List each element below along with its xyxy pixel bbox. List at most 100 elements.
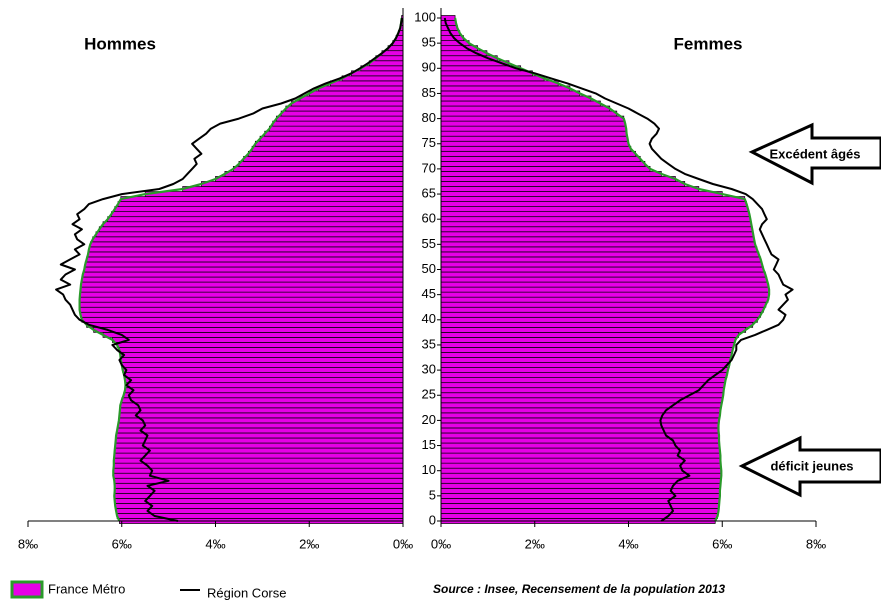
bar bbox=[368, 60, 404, 67]
bar bbox=[114, 487, 404, 494]
bar bbox=[117, 422, 404, 429]
bar bbox=[107, 216, 404, 223]
y-tick-label: 0 bbox=[429, 512, 436, 527]
bar bbox=[79, 296, 404, 303]
bar bbox=[84, 261, 404, 268]
bar bbox=[440, 316, 758, 323]
bar bbox=[440, 321, 754, 328]
bar bbox=[98, 226, 404, 233]
bar bbox=[440, 181, 686, 187]
bar bbox=[112, 467, 404, 474]
bar bbox=[341, 75, 404, 82]
bar bbox=[114, 503, 404, 509]
bar bbox=[113, 462, 404, 469]
bar bbox=[440, 100, 601, 107]
y-tick-label: 45 bbox=[422, 286, 436, 301]
x-tick-label: 0‰ bbox=[393, 536, 413, 551]
bar bbox=[115, 437, 404, 444]
bar bbox=[440, 347, 733, 353]
x-tick-label: 6‰ bbox=[712, 536, 732, 551]
bar bbox=[440, 75, 545, 82]
bar bbox=[440, 120, 626, 127]
y-tick-label: 65 bbox=[422, 185, 436, 200]
bar bbox=[440, 130, 627, 137]
x-tick-label: 4‰ bbox=[618, 536, 638, 551]
bar bbox=[79, 291, 404, 298]
bar bbox=[119, 352, 404, 358]
bar bbox=[440, 211, 750, 218]
bar bbox=[440, 352, 732, 358]
y-tick-label: 10 bbox=[422, 462, 436, 477]
bar bbox=[440, 176, 676, 182]
bar bbox=[440, 337, 736, 343]
bar bbox=[440, 105, 611, 112]
y-tick-label: 85 bbox=[422, 85, 436, 100]
bar bbox=[440, 145, 632, 152]
arrow bbox=[738, 435, 881, 498]
bar bbox=[375, 55, 404, 62]
bar bbox=[215, 176, 404, 182]
bar bbox=[440, 256, 762, 263]
bar bbox=[440, 281, 769, 288]
y-tick-label: 95 bbox=[422, 35, 436, 50]
arrow bbox=[748, 122, 881, 186]
bar bbox=[276, 115, 404, 122]
bar bbox=[120, 196, 404, 202]
bar bbox=[440, 80, 559, 87]
bar bbox=[80, 281, 404, 288]
y-tick-label: 55 bbox=[422, 236, 436, 251]
bar bbox=[440, 216, 751, 223]
bar bbox=[124, 387, 404, 394]
bar bbox=[440, 201, 747, 207]
bar bbox=[440, 432, 720, 439]
bar bbox=[280, 110, 404, 117]
bar bbox=[440, 266, 764, 273]
bar bbox=[440, 306, 764, 313]
bar bbox=[95, 231, 404, 238]
bar bbox=[254, 140, 404, 147]
bar bbox=[291, 100, 404, 107]
bar bbox=[329, 80, 404, 87]
bar-outline bbox=[78, 17, 403, 522]
bar bbox=[89, 241, 404, 248]
bar bbox=[440, 342, 735, 348]
bar bbox=[119, 402, 404, 409]
bar bbox=[440, 508, 719, 514]
bar bbox=[82, 271, 404, 278]
y-tick-label: 15 bbox=[422, 437, 436, 452]
bar bbox=[440, 422, 719, 429]
bar bbox=[318, 85, 404, 92]
y-tick-label: 90 bbox=[422, 60, 436, 75]
y-tick-label: 35 bbox=[422, 336, 436, 351]
bar bbox=[440, 286, 770, 293]
bar bbox=[440, 271, 766, 278]
bar bbox=[80, 311, 404, 318]
bar bbox=[144, 191, 404, 197]
bar bbox=[440, 241, 756, 248]
bar bbox=[440, 367, 729, 373]
bar bbox=[440, 503, 720, 509]
bar bbox=[232, 166, 404, 172]
legend-label: France Métro bbox=[48, 581, 125, 596]
bar bbox=[440, 246, 758, 253]
bar bbox=[117, 201, 404, 207]
bar bbox=[125, 382, 404, 389]
bar bbox=[79, 306, 404, 313]
series-line bbox=[443, 17, 794, 522]
bar-outline bbox=[454, 17, 771, 522]
bar bbox=[119, 347, 404, 353]
bar bbox=[115, 432, 404, 439]
bar bbox=[272, 120, 404, 127]
bar bbox=[251, 145, 404, 152]
bar bbox=[114, 498, 404, 504]
bar bbox=[113, 452, 404, 459]
bar bbox=[81, 276, 404, 283]
bar bbox=[351, 70, 404, 77]
bar bbox=[201, 181, 404, 187]
y-tick-label: 80 bbox=[422, 110, 436, 125]
y-tick-label: 20 bbox=[422, 412, 436, 427]
bar bbox=[440, 326, 747, 333]
x-tick-label: 2‰ bbox=[525, 536, 545, 551]
